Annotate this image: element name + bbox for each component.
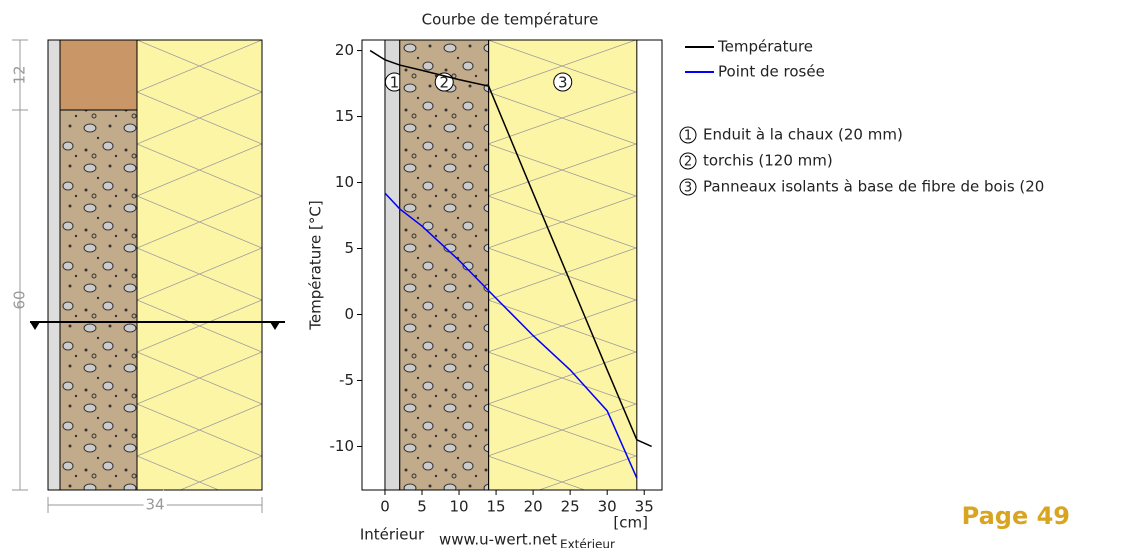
layer	[399, 39, 490, 491]
note: Intérieur	[360, 526, 425, 544]
legend-label: Point de rosée	[718, 63, 825, 81]
dimension-label: 12	[11, 65, 29, 84]
series-line	[384, 192, 638, 479]
page-label: Page 49	[962, 502, 1070, 530]
x-tick-label: 25	[561, 498, 580, 516]
series-line	[369, 49, 652, 448]
wall-diagram: 12 60 34	[11, 39, 285, 517]
x-axis-label: [cm]	[613, 514, 648, 532]
layer-legend: Panneaux isolants à base de fibre de boi…	[703, 178, 1044, 196]
legend-badge-label: 2	[684, 155, 692, 170]
legend-badge-label: 1	[684, 129, 692, 144]
layer-badge-label: 3	[558, 74, 568, 92]
y-tick-label: 20	[335, 41, 354, 59]
x-tick-label: 0	[380, 498, 390, 516]
layer-badge	[553, 72, 573, 92]
legend-badge	[679, 126, 697, 144]
layer-badge-label: 1	[390, 74, 400, 92]
x-tick-label: 30	[598, 498, 617, 516]
dimension-label: 34	[145, 496, 164, 514]
y-tick-label: 10	[335, 173, 354, 191]
x-tick-label: 10	[449, 498, 468, 516]
layer-legend: torchis (120 mm)	[703, 152, 833, 170]
x-tick-label: 20	[524, 498, 543, 516]
layer	[384, 39, 401, 491]
y-axis-label: Température [°C]	[307, 200, 325, 330]
legend-badge	[679, 152, 697, 170]
chart-title: Courbe de température	[422, 11, 599, 29]
legend-label: Température	[717, 38, 813, 56]
x-tick-label: 15	[487, 498, 506, 516]
layer-badge-label: 2	[439, 74, 449, 92]
y-tick-label: -5	[339, 371, 354, 389]
legend-badge	[679, 178, 697, 196]
legend-badge-label: 3	[684, 181, 692, 196]
chart: Courbe de température Température [°C] […	[307, 11, 663, 552]
x-tick-label: 35	[635, 498, 654, 516]
note: www.u-wert.net	[439, 531, 557, 549]
x-tick-label: 5	[417, 498, 427, 516]
note: Extérieur	[560, 538, 615, 549]
y-tick-label: 15	[335, 107, 354, 125]
y-tick-label: -10	[330, 437, 355, 455]
y-tick-label: 5	[344, 239, 354, 257]
layer-legend: Enduit à la chaux (20 mm)	[703, 126, 903, 144]
plot-frame	[361, 39, 663, 491]
y-tick-label: 0	[344, 305, 354, 323]
dimension-label: 60	[11, 290, 29, 309]
